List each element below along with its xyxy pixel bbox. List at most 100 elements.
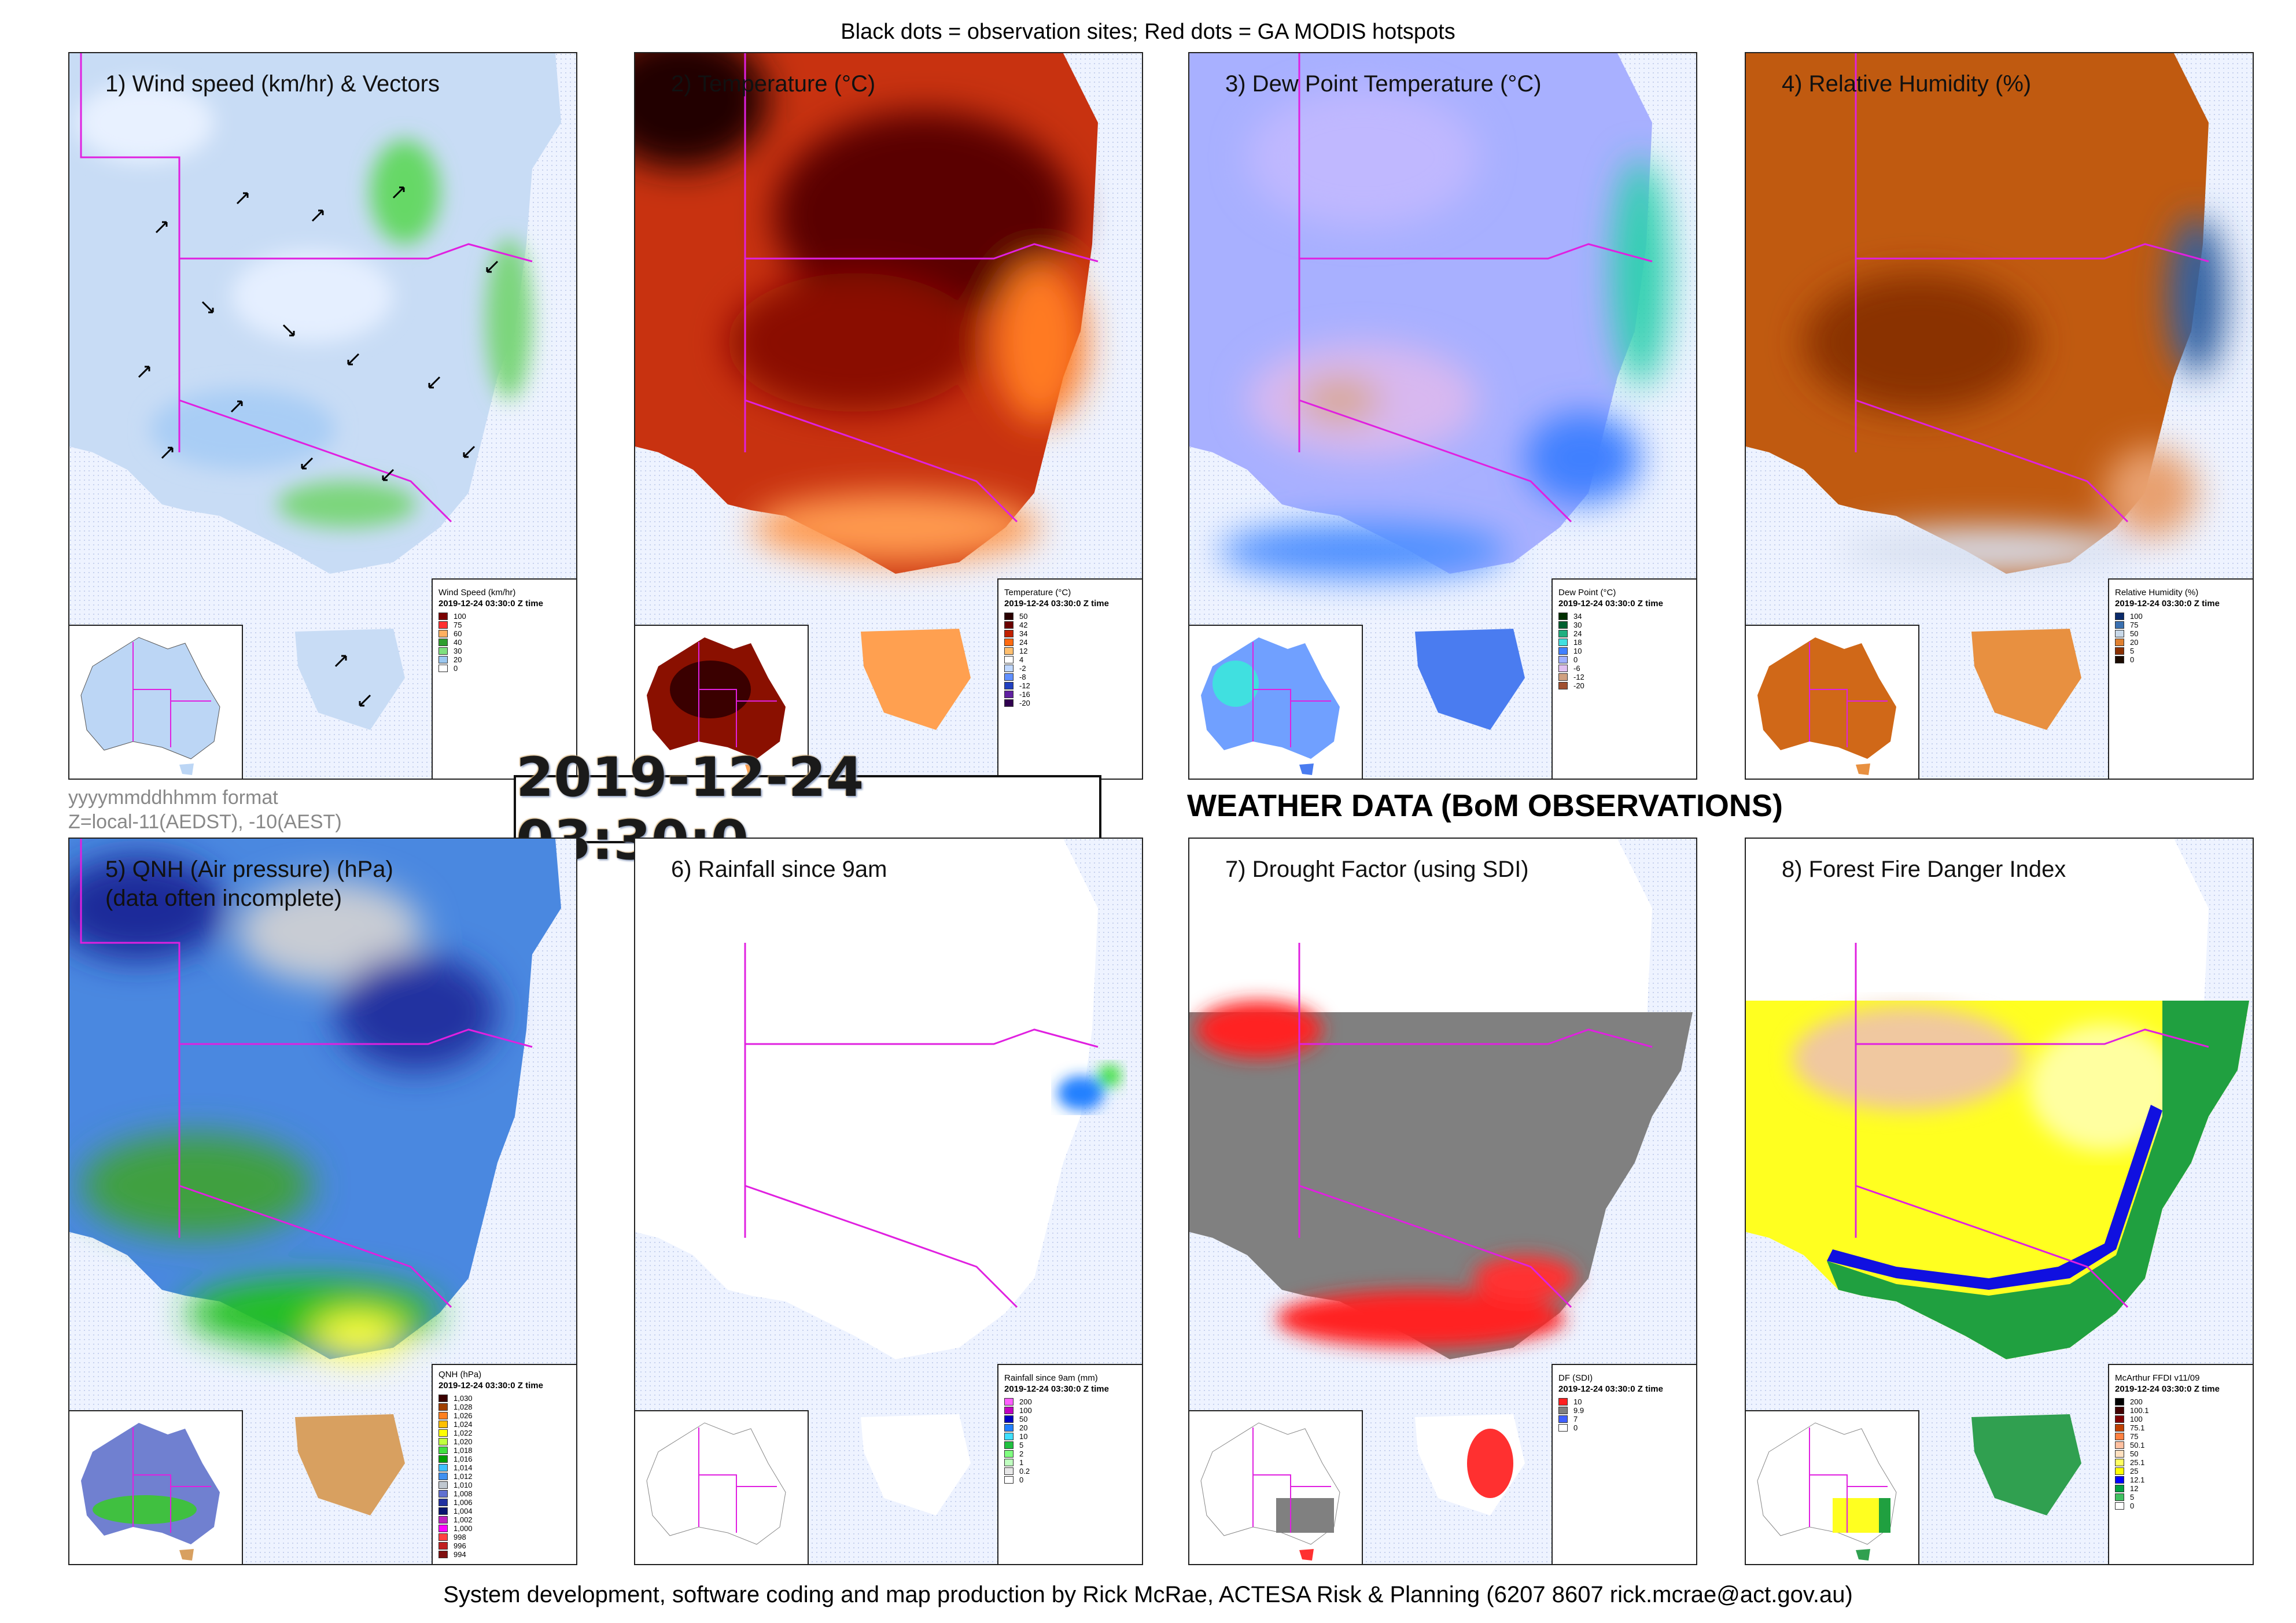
panel-dew-point: 3) Dew Point Temperature (°C) Dew Point …: [1188, 52, 1697, 780]
legend-label: 1,010: [454, 1481, 473, 1489]
legend-label: 1: [1019, 1458, 1024, 1467]
legend-label: 20: [1019, 1423, 1028, 1432]
legend-label: 5: [1019, 1441, 1024, 1449]
legend-item: 0: [1558, 1423, 1690, 1432]
panel-title: 3) Dew Point Temperature (°C): [1225, 71, 1542, 97]
legend-label: 1,000: [454, 1524, 473, 1533]
legend-swatch: [1004, 1459, 1014, 1466]
legend-swatch: [438, 1464, 448, 1471]
legend-item: 1,028: [438, 1403, 570, 1411]
legend-label: 30: [454, 647, 462, 655]
legend-label: 24: [1019, 638, 1028, 647]
legend-label: 60: [454, 629, 462, 638]
legend-item: 20: [1004, 1423, 1136, 1432]
legend-swatch: [438, 1533, 448, 1541]
legend-swatch: [438, 1395, 448, 1402]
legend-item: 40: [438, 638, 570, 647]
australia-inset-map: [1189, 1410, 1363, 1564]
legend-swatch: [1558, 621, 1568, 629]
legend-swatch: [1558, 1424, 1568, 1432]
legend-swatch: [1004, 699, 1014, 707]
legend: DF (SDI) 2019-12-24 03:30:0 Z time 10 9.9…: [1551, 1364, 1696, 1564]
legend-label: 12.1: [2130, 1476, 2145, 1484]
legend-swatch: [1558, 647, 1568, 655]
legend-label: 2: [1019, 1449, 1024, 1458]
australia-inset-map: [1189, 625, 1363, 779]
legend-swatch: [438, 647, 448, 655]
legend-swatch: [438, 1403, 448, 1411]
legend-swatch: [438, 1429, 448, 1437]
legend-item: 10: [1004, 1432, 1136, 1441]
legend-swatch: [1004, 630, 1014, 637]
legend-swatch: [1004, 1467, 1014, 1475]
legend-item: -2: [1004, 664, 1136, 673]
timestamp-display: 2019-12-24 03:30:0: [514, 746, 1101, 872]
legend-item: 1,004: [438, 1507, 570, 1515]
legend-label: 100: [1019, 1406, 1032, 1415]
legend-swatch: [2115, 656, 2124, 663]
legend-label: -8: [1019, 673, 1026, 681]
australia-inset-map: [69, 1410, 243, 1564]
legend-swatch: [438, 1525, 448, 1532]
legend-item: 1: [1004, 1458, 1136, 1467]
legend-label: 0: [1019, 1476, 1024, 1484]
legend-swatch: [438, 1551, 448, 1558]
panel-wind-speed: 1) Wind speed (km/hr) & Vectors Wind Spe…: [68, 52, 577, 780]
legend-label: 1,022: [454, 1429, 473, 1437]
legend-label: 30: [1573, 621, 1582, 629]
legend-item: 20: [2115, 638, 2247, 647]
legend-label: 996: [454, 1541, 466, 1550]
legend-swatch: [1558, 656, 1568, 663]
legend-item: 1,002: [438, 1515, 570, 1524]
legend-item: 75: [438, 621, 570, 629]
legend-title: McArthur FFDI v11/09: [2115, 1373, 2200, 1383]
legend-swatch: [2115, 621, 2124, 629]
legend-item: 50: [1004, 1415, 1136, 1423]
legend-swatch: [1004, 621, 1014, 629]
legend-item: -12: [1004, 681, 1136, 690]
legend-swatch: [438, 639, 448, 646]
australia-inset-map: [1746, 625, 1919, 779]
legend-item: 50: [1004, 612, 1136, 621]
legend-swatch: [438, 1481, 448, 1489]
legend-label: 50: [1019, 1415, 1028, 1423]
legend-item: 25.1: [2115, 1458, 2247, 1467]
panel-temperature: 2) Temperature (°C) Temperature (°C) 201…: [634, 52, 1143, 780]
legend-item: -8: [1004, 673, 1136, 681]
legend-item: 10: [1558, 647, 1690, 655]
legend-label: 100: [2130, 612, 2143, 621]
panel-title: 1) Wind speed (km/hr) & Vectors: [105, 71, 440, 97]
time-format-note: yyyymmddhhmm format Z=local-11(AEDST), -…: [68, 785, 342, 834]
legend-item: 50: [2115, 1449, 2247, 1458]
legend-title: Rainfall since 9am (mm): [1004, 1373, 1098, 1383]
legend-swatch: [1004, 613, 1014, 620]
legend-item: 24: [1558, 629, 1690, 638]
legend-label: 0.2: [1019, 1467, 1030, 1476]
legend-label: 0: [2130, 655, 2135, 664]
legend-swatch: [1558, 613, 1568, 620]
australia-inset-map: [635, 1410, 809, 1564]
legend-item: 12.1: [2115, 1476, 2247, 1484]
legend-swatch: [438, 665, 448, 672]
legend-item: -12: [1558, 673, 1690, 681]
legend-swatch: [2115, 1476, 2124, 1484]
panel-title: 4) Relative Humidity (%): [1782, 71, 2032, 97]
legend: Wind Speed (km/hr) 2019-12-24 03:30:0 Z …: [432, 578, 576, 779]
ffdi-map: [1746, 839, 2253, 1564]
legend-swatch: [1004, 1476, 1014, 1484]
legend-label: 34: [1019, 629, 1028, 638]
legend-time: 2019-12-24 03:30:0 Z time: [1558, 1384, 1663, 1394]
legend: McArthur FFDI v11/09 2019-12-24 03:30:0 …: [2108, 1364, 2253, 1564]
legend-item: 18: [1558, 638, 1690, 647]
legend-label: 200: [1019, 1397, 1032, 1406]
legend-item: 1,014: [438, 1463, 570, 1472]
legend-time: 2019-12-24 03:30:0 Z time: [1558, 599, 1663, 608]
panel-title: 7) Drought Factor (using SDI): [1225, 857, 1529, 882]
legend-item: 996: [438, 1541, 570, 1550]
legend-item: 1,016: [438, 1455, 570, 1463]
legend-item: 1,030: [438, 1394, 570, 1403]
legend-swatch: [1558, 665, 1568, 672]
legend-item: 200: [1004, 1397, 1136, 1406]
legend-label: 998: [454, 1533, 466, 1541]
legend-label: 5: [2130, 1493, 2135, 1502]
